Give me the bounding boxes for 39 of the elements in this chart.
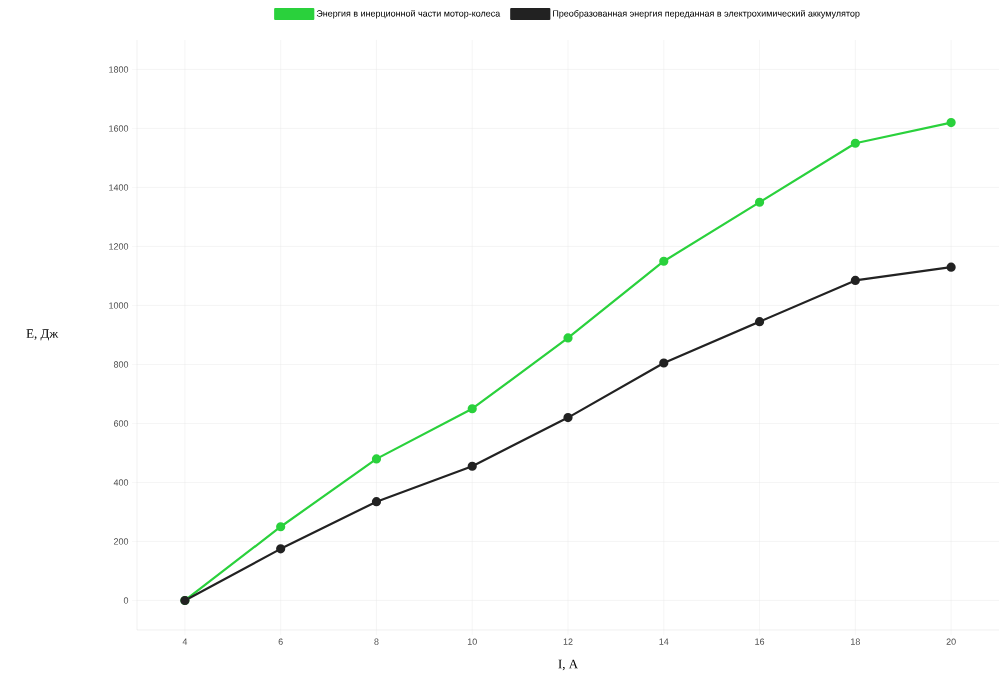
- y-axis-title: E, Дж: [26, 329, 59, 341]
- y-tick-label: 200: [113, 538, 129, 545]
- point: [754, 317, 765, 327]
- x-tick-label: 8: [374, 638, 379, 645]
- x-tick-label: 4: [182, 638, 188, 645]
- legend-label: Энергия в инерционной части мотор-колеса: [316, 9, 501, 19]
- point: [659, 256, 669, 266]
- y-tick-label: 1200: [109, 243, 129, 250]
- x-axis-title: I, A: [558, 659, 578, 671]
- point: [850, 275, 860, 286]
- x-tick-label: 10: [467, 638, 477, 645]
- x-tick-label: 18: [851, 638, 860, 645]
- y-tick-label: 800: [113, 361, 129, 368]
- point: [754, 197, 765, 207]
- point: [371, 454, 382, 464]
- point: [563, 412, 573, 423]
- legend-label: Преобразованная энергия переданная в электрохимический аккумулятор: [553, 9, 860, 19]
- x-tick-label: 14: [659, 638, 669, 645]
- x-tick-label: 20: [946, 638, 956, 645]
- point: [276, 522, 286, 532]
- point: [467, 461, 477, 471]
- y-tick-label: 1000: [109, 302, 129, 309]
- y-tick-label: 600: [113, 420, 129, 427]
- point: [659, 358, 669, 368]
- point: [563, 333, 573, 343]
- y-tick-label: 1800: [109, 66, 129, 73]
- point: [276, 544, 286, 554]
- y-tick-label: 1600: [109, 125, 129, 132]
- x-tick-label: 6: [278, 638, 283, 645]
- x-tick-label: 12: [563, 638, 573, 645]
- x-tick-label: 16: [755, 638, 765, 645]
- point: [946, 262, 956, 272]
- y-tick-label: 400: [113, 479, 129, 486]
- y-tick-label: 0: [123, 597, 129, 604]
- point: [946, 117, 956, 128]
- point: [850, 138, 860, 148]
- point: [371, 497, 382, 507]
- point: [467, 404, 477, 414]
- y-tick-label: 1400: [109, 184, 129, 191]
